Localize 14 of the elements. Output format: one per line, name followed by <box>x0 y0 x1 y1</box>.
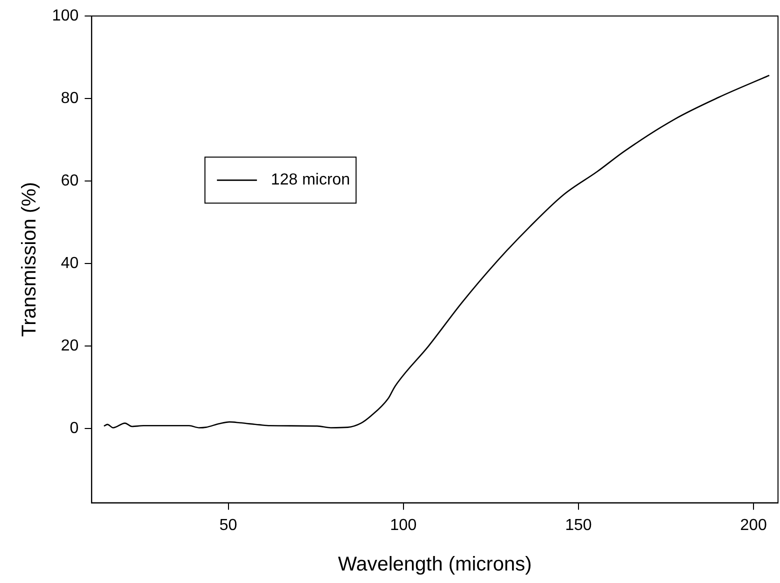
y-tick-label: 100 <box>52 7 79 24</box>
y-tick-label: 80 <box>60 90 79 107</box>
x-tick-label: 50 <box>219 516 238 534</box>
x-tick-label: 150 <box>565 516 592 534</box>
legend-label: 128 micron <box>270 172 350 189</box>
line-series <box>103 74 770 428</box>
y-tick-label: 0 <box>70 420 79 437</box>
x-tick-label: 100 <box>390 516 417 534</box>
x-tick-label: 200 <box>740 516 767 534</box>
y-tick-label: 20 <box>60 337 79 354</box>
y-tick-label: 40 <box>60 254 79 272</box>
y-tick-label: 60 <box>60 172 79 190</box>
x-axis-title: Wavelength (microns) <box>338 554 532 576</box>
y-axis-title: Transmission (%) <box>18 182 41 337</box>
